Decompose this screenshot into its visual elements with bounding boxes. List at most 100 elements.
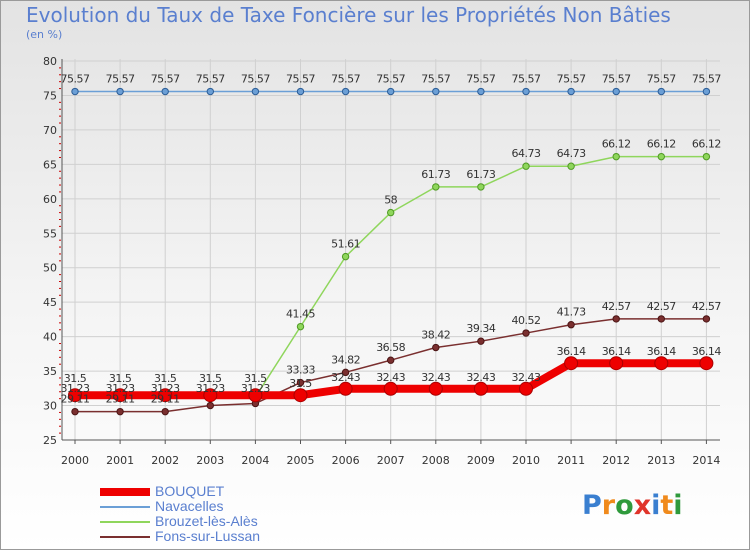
data-point-bouquet <box>113 388 128 403</box>
y-tick-label: 30 <box>43 400 57 413</box>
data-point-bouquet <box>428 381 443 396</box>
data-point-bouquet <box>564 356 579 371</box>
y-tick-label: 50 <box>43 262 57 275</box>
data-point-brouzet-l-s-al-s <box>432 183 440 191</box>
data-label-navacelles: 75.57 <box>421 73 450 86</box>
data-point-brouzet-l-s-al-s <box>567 162 575 170</box>
x-tick-label: 2005 <box>287 454 315 467</box>
data-label-bouquet: 31.5 <box>199 372 222 385</box>
data-label-brouzet-l-s-al-s: 31.23 <box>241 382 270 395</box>
data-label-bouquet: 31.5 <box>64 372 87 385</box>
data-label-fons-sur-lussan: 42.57 <box>692 300 721 313</box>
data-label-fons-sur-lussan: 36.58 <box>376 341 405 354</box>
data-label-navacelles: 75.57 <box>196 73 225 86</box>
data-point-navacelles <box>702 87 711 96</box>
data-label-bouquet: 32.43 <box>466 371 495 384</box>
data-label-bouquet: 36.14 <box>692 345 721 358</box>
data-point-fons-sur-lussan <box>296 378 305 387</box>
x-tick-label: 2011 <box>557 454 585 467</box>
data-label-navacelles: 75.57 <box>376 73 405 86</box>
data-point-bouquet <box>383 381 398 396</box>
data-point-navacelles <box>477 87 485 96</box>
data-label-bouquet: 31.5 <box>109 372 132 385</box>
data-point-bouquet <box>699 356 714 371</box>
data-point-brouzet-l-s-al-s <box>657 152 665 161</box>
data-point-navacelles <box>657 87 665 96</box>
data-point-bouquet <box>338 381 353 396</box>
data-label-brouzet-l-s-al-s: 64.73 <box>512 147 541 160</box>
legend-label: Navacelles <box>155 498 224 514</box>
y-tick-label: 80 <box>43 55 57 68</box>
y-axis-unit-label: (en %) <box>26 28 63 41</box>
data-point-brouzet-l-s-al-s <box>612 152 620 161</box>
data-label-brouzet-l-s-al-s: 66.12 <box>602 138 631 151</box>
data-point-fons-sur-lussan <box>71 407 79 416</box>
x-tick-label: 2002 <box>151 454 179 467</box>
data-label-fons-sur-lussan: 29.11 <box>106 393 135 406</box>
x-tick-label: 2008 <box>422 454 450 467</box>
data-point-bouquet <box>203 388 218 403</box>
legend-label: BOUQUET <box>155 483 225 499</box>
y-tick-label: 35 <box>43 365 57 378</box>
data-label-fons-sur-lussan: 41.73 <box>557 306 586 319</box>
data-point-navacelles <box>387 87 395 96</box>
data-label-bouquet: 31.5 <box>154 372 177 385</box>
data-label-bouquet: 32.43 <box>376 371 405 384</box>
x-tick-label: 2012 <box>602 454 630 467</box>
legend-label: Fons-sur-Lussan <box>155 528 261 544</box>
data-point-bouquet <box>519 381 533 396</box>
data-label-navacelles: 75.57 <box>241 73 270 86</box>
data-label-navacelles: 75.57 <box>512 73 541 86</box>
data-label-brouzet-l-s-al-s: 61.73 <box>466 168 495 181</box>
data-label-navacelles: 75.57 <box>151 73 180 86</box>
data-point-bouquet <box>609 356 624 371</box>
data-label-fons-sur-lussan: 42.57 <box>602 300 631 313</box>
x-tick-label: 2007 <box>377 454 405 467</box>
y-tick-label: 75 <box>43 89 57 102</box>
proxiti-logo: Proxiti <box>582 490 683 521</box>
data-label-bouquet: 36.14 <box>647 345 676 358</box>
data-label-fons-sur-lussan: 40.52 <box>512 314 541 327</box>
data-label-brouzet-l-s-al-s: 58 <box>384 194 397 207</box>
data-point-bouquet <box>68 388 82 403</box>
x-tick-label: 2006 <box>332 454 360 467</box>
data-label-navacelles: 75.57 <box>692 73 721 86</box>
y-tick-label: 45 <box>43 296 57 309</box>
data-point-fons-sur-lussan <box>341 368 350 377</box>
data-label-navacelles: 75.57 <box>106 73 135 86</box>
data-point-navacelles <box>161 87 169 96</box>
data-label-fons-sur-lussan: 34.82 <box>331 353 360 366</box>
data-label-navacelles: 75.57 <box>61 73 90 86</box>
data-point-navacelles <box>71 87 79 96</box>
data-point-navacelles <box>116 87 124 96</box>
data-label-navacelles: 75.57 <box>557 73 586 86</box>
data-label-brouzet-l-s-al-s: 61.73 <box>421 168 450 181</box>
data-point-navacelles <box>612 87 620 96</box>
data-point-navacelles <box>251 87 260 96</box>
data-point-bouquet <box>248 388 263 403</box>
data-point-fons-sur-lussan <box>522 329 530 337</box>
data-point-brouzet-l-s-al-s <box>477 183 485 191</box>
x-tick-label: 2009 <box>467 454 495 467</box>
x-tick-label: 2000 <box>61 454 89 467</box>
data-point-navacelles <box>341 87 350 96</box>
data-label-brouzet-l-s-al-s: 66.12 <box>647 138 676 151</box>
data-point-fons-sur-lussan <box>161 407 169 416</box>
y-tick-label: 55 <box>43 227 57 240</box>
data-label-brouzet-l-s-al-s: 64.73 <box>557 147 586 160</box>
data-label-navacelles: 75.57 <box>602 73 631 86</box>
data-label-navacelles: 75.57 <box>331 73 360 86</box>
x-tick-label: 2001 <box>106 454 134 467</box>
legend-swatch <box>100 536 150 538</box>
data-label-fons-sur-lussan: 38.42 <box>421 329 450 342</box>
y-tick-label: 60 <box>43 193 57 206</box>
data-label-brouzet-l-s-al-s: 31.23 <box>151 382 180 395</box>
legend-label: Brouzet-lès-Alès <box>155 513 258 529</box>
data-label-brouzet-l-s-al-s: 51.61 <box>331 238 360 251</box>
data-point-navacelles <box>296 87 305 96</box>
data-point-bouquet <box>473 381 488 396</box>
data-label-brouzet-l-s-al-s: 31.23 <box>61 382 90 395</box>
legend-swatch <box>100 506 150 508</box>
data-point-fons-sur-lussan <box>432 343 440 352</box>
